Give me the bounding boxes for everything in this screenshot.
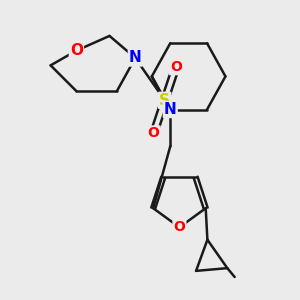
Text: N: N [164,102,177,117]
Text: N: N [129,50,142,65]
Text: S: S [159,93,170,108]
Text: O: O [70,43,83,58]
Text: O: O [170,60,182,74]
Text: O: O [173,220,185,234]
Text: O: O [148,126,160,140]
